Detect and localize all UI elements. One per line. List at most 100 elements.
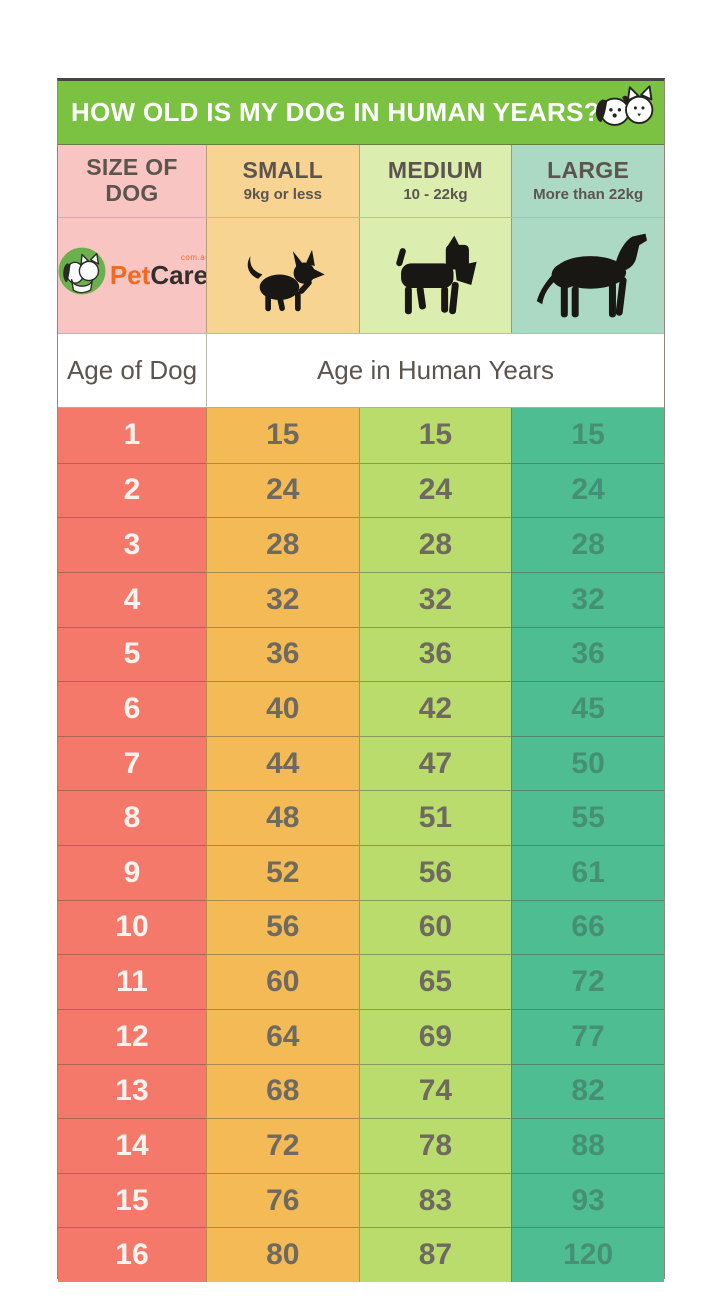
header-large: LARGE More than 22kg	[511, 145, 664, 217]
table-row: 4 32 32 32	[58, 571, 664, 627]
age-cell: 6	[58, 681, 206, 736]
header-label: LARGE	[547, 157, 630, 184]
human-years-cell: 64	[205, 1008, 359, 1064]
table-row: 10 56 60 66	[58, 899, 664, 955]
header-small: SMALL 9kg or less	[205, 145, 359, 217]
age-cell: 9	[58, 845, 206, 900]
header-sublabel: 9kg or less	[243, 185, 322, 203]
table-row: 15 76 83 93	[58, 1172, 664, 1228]
human-years-cell: 61	[511, 845, 664, 900]
age-cell: 16	[58, 1227, 206, 1282]
age-in-human-years-label: Age in Human Years	[205, 334, 664, 407]
age-cell: 11	[58, 954, 206, 1009]
large-dog-silhouette-icon	[536, 233, 648, 318]
human-years-cell: 36	[511, 626, 664, 682]
table-row: 7 44 47 50	[58, 735, 664, 791]
human-years-cell: 51	[358, 790, 512, 845]
human-years-cell: 36	[205, 626, 359, 682]
human-years-cell: 83	[358, 1172, 512, 1228]
human-years-cell: 82	[511, 1063, 664, 1119]
dog-cat-mascot-icon	[595, 85, 654, 126]
medium-dog-cell	[358, 218, 512, 333]
table-row: 2 24 24 24	[58, 462, 664, 518]
logo-care-text: Care	[150, 260, 206, 290]
small-dog-cell	[205, 218, 359, 333]
human-years-cell: 24	[205, 462, 359, 518]
human-years-cell: 74	[358, 1063, 512, 1119]
petcare-logo-icon	[58, 247, 106, 294]
age-cell: 2	[58, 462, 206, 518]
silhouette-row: PetCare com.au	[58, 218, 664, 334]
poster-title: HOW OLD IS MY DOG IN HUMAN YEARS?	[71, 97, 600, 127]
dog-age-infographic: HOW OLD IS MY DOG IN HUMAN YEARS? SIZE O…	[57, 78, 665, 1282]
human-years-cell: 56	[205, 899, 359, 955]
human-years-cell: 60	[358, 899, 512, 955]
header-size-of-dog: SIZE OF DOG	[58, 145, 206, 217]
table-row: 16 80 87 120	[58, 1227, 664, 1282]
age-cell: 8	[58, 790, 206, 845]
human-years-cell: 47	[358, 735, 512, 791]
human-years-cell: 60	[205, 954, 359, 1009]
title-bar: HOW OLD IS MY DOG IN HUMAN YEARS?	[58, 81, 664, 145]
human-years-cell: 32	[511, 571, 664, 627]
age-cell: 10	[58, 899, 206, 955]
age-cell: 3	[58, 517, 206, 572]
human-years-cell: 88	[511, 1118, 664, 1173]
header-label: SIZE OF DOG	[86, 154, 178, 206]
human-years-cell: 66	[511, 899, 664, 955]
human-years-cell: 93	[511, 1172, 664, 1228]
human-years-cell: 65	[358, 954, 512, 1009]
table-row: 5 36 36 36	[58, 626, 664, 682]
age-header-row: Age of Dog Age in Human Years	[58, 334, 664, 408]
age-cell: 5	[58, 626, 206, 682]
header-medium: MEDIUM 10 - 22kg	[358, 145, 512, 217]
human-years-cell: 80	[205, 1227, 359, 1282]
human-years-cell: 15	[205, 408, 359, 463]
header-sublabel: 10 - 22kg	[403, 185, 468, 203]
human-years-cell: 72	[511, 954, 664, 1009]
table-row: 12 64 69 77	[58, 1008, 664, 1064]
petcare-wordmark: PetCare com.au	[109, 253, 206, 291]
human-years-cell: 87	[358, 1227, 512, 1282]
human-years-cell: 28	[511, 517, 664, 572]
human-years-cell: 55	[511, 790, 664, 845]
logo-pet-text: Pet	[109, 260, 151, 290]
age-table-body: 1 15 15 15 2 24 24 24 3 28 28 28 4 32 32 32 5 36 36 36 6 40 42…	[58, 408, 664, 1282]
table-row: 14 72 78 88	[58, 1118, 664, 1173]
human-years-cell: 72	[205, 1118, 359, 1173]
medium-dog-silhouette-icon	[396, 235, 478, 315]
age-of-dog-label: Age of Dog	[66, 355, 198, 385]
human-years-cell: 15	[511, 408, 664, 463]
age-cell: 7	[58, 735, 206, 791]
header-label: SMALL	[242, 157, 324, 184]
logo-cell: PetCare com.au	[58, 218, 206, 333]
human-years-cell: 28	[205, 517, 359, 572]
age-cell: 12	[58, 1008, 206, 1064]
header-label: MEDIUM	[387, 157, 483, 184]
human-years-cell: 48	[205, 790, 359, 845]
human-years-cell: 42	[358, 681, 512, 736]
human-years-cell: 32	[358, 571, 512, 627]
human-years-cell: 52	[205, 845, 359, 900]
human-years-cell: 78	[358, 1118, 512, 1173]
human-years-cell: 56	[358, 845, 512, 900]
table-row: 3 28 28 28	[58, 517, 664, 572]
column-header-row: SIZE OF DOG SMALL 9kg or less MEDIUM 10 …	[58, 145, 664, 218]
age-cell: 1	[58, 408, 206, 463]
table-row: 11 60 65 72	[58, 954, 664, 1009]
age-cell: 14	[58, 1118, 206, 1173]
human-years-cell: 69	[358, 1008, 512, 1064]
age-cell: 13	[58, 1063, 206, 1119]
logo-suffix-text: com.au	[180, 253, 206, 262]
human-years-cell: 15	[358, 408, 512, 463]
small-dog-silhouette-icon	[247, 249, 325, 312]
human-years-cell: 76	[205, 1172, 359, 1228]
table-row: 9 52 56 61	[58, 845, 664, 900]
age-cell: 4	[58, 571, 206, 627]
human-years-cell: 28	[358, 517, 512, 572]
petcare-logo: PetCare com.au	[58, 245, 206, 307]
table-row: 1 15 15 15	[58, 408, 664, 463]
human-years-cell: 77	[511, 1008, 664, 1064]
human-years-cell: 50	[511, 735, 664, 791]
human-years-cell: 40	[205, 681, 359, 736]
